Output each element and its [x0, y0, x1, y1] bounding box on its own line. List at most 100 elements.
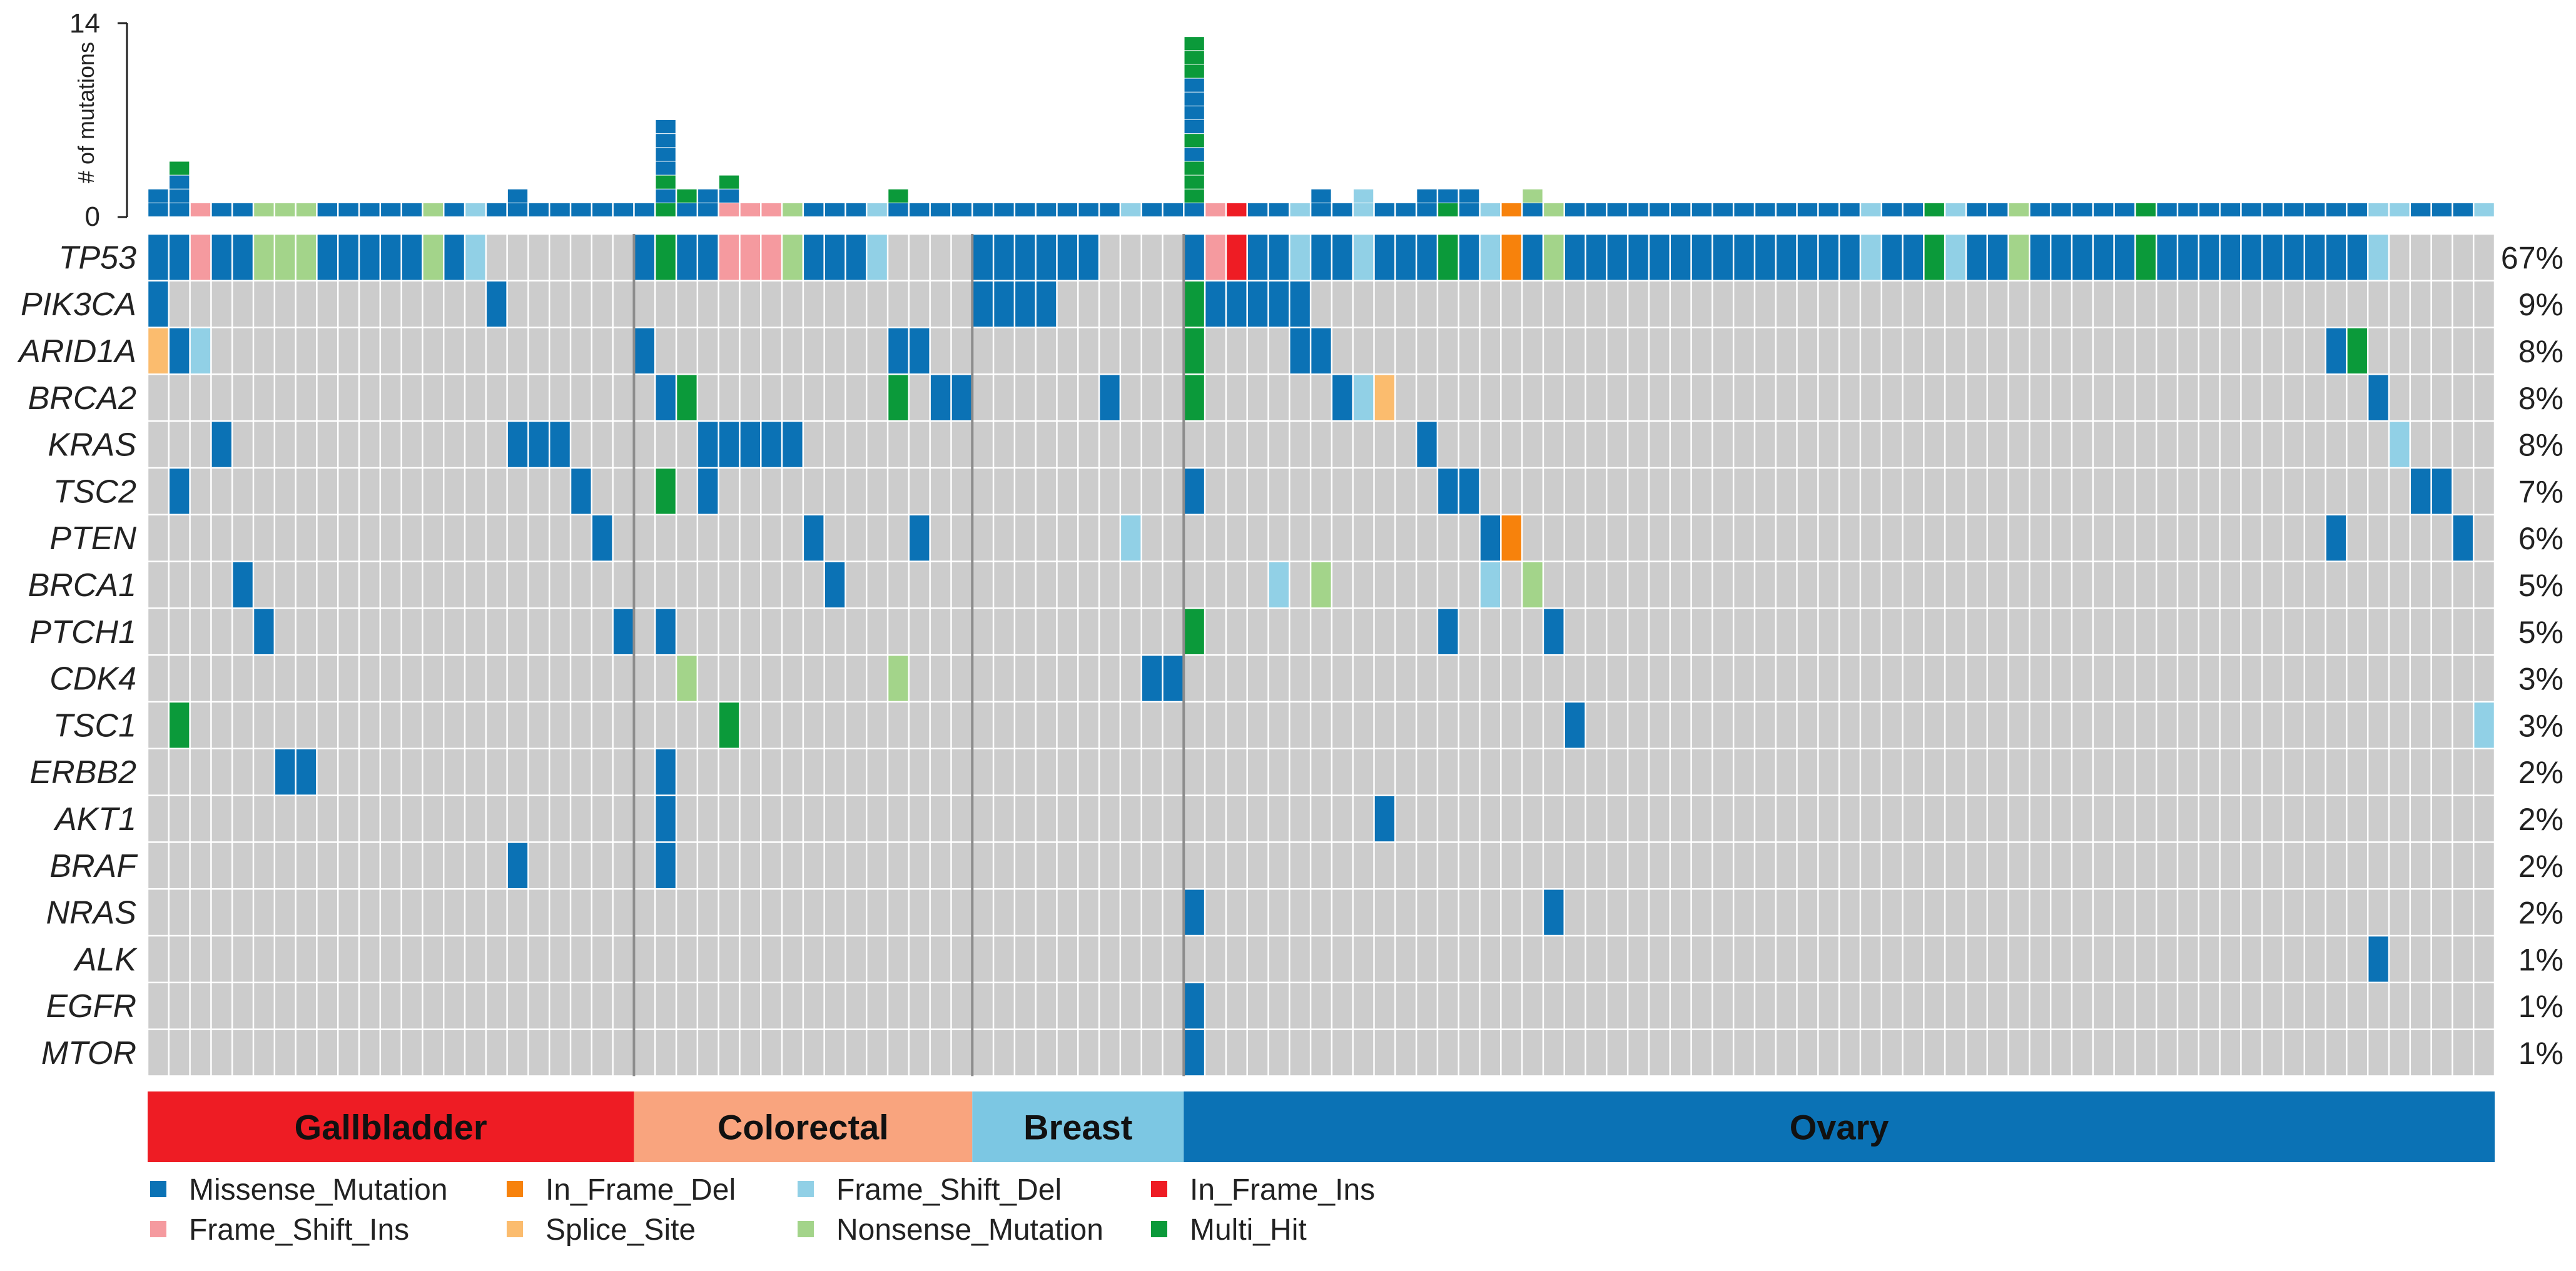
- empty-cell: [677, 936, 697, 982]
- empty-cell: [2220, 796, 2241, 842]
- mutation-cell-brca2: [951, 375, 972, 420]
- empty-cell: [550, 562, 570, 608]
- empty-cell: [423, 702, 443, 748]
- empty-cell: [951, 796, 972, 842]
- mutation-cell-arid1a: [1311, 328, 1331, 374]
- empty-cell: [1036, 1030, 1057, 1076]
- empty-cell: [824, 468, 845, 514]
- empty-cell: [2411, 796, 2431, 842]
- empty-cell: [1247, 936, 1268, 982]
- empty-cell: [1797, 936, 1818, 982]
- empty-cell: [2220, 375, 2241, 420]
- empty-cell: [2347, 375, 2367, 420]
- empty-cell: [1015, 702, 1035, 748]
- empty-cell: [994, 702, 1014, 748]
- empty-cell: [1924, 983, 1944, 1029]
- empty-cell: [1100, 656, 1120, 701]
- empty-cell: [804, 375, 824, 420]
- empty-cell: [2136, 281, 2156, 327]
- empty-cell: [571, 422, 591, 467]
- empty-cell: [571, 515, 591, 561]
- empty-cell: [1755, 702, 1775, 748]
- empty-cell: [190, 515, 211, 561]
- empty-cell: [1691, 468, 1712, 514]
- empty-cell: [783, 983, 803, 1029]
- empty-cell: [254, 468, 274, 514]
- empty-cell: [2178, 468, 2198, 514]
- empty-cell: [507, 1030, 528, 1076]
- tmb-axis-title: # of mutations: [73, 42, 99, 183]
- empty-cell: [1734, 656, 1754, 701]
- empty-cell: [2368, 609, 2388, 654]
- empty-cell: [867, 281, 887, 327]
- empty-cell: [170, 749, 190, 795]
- empty-cell: [1459, 328, 1479, 374]
- empty-cell: [677, 1030, 697, 1076]
- empty-cell: [1988, 702, 2008, 748]
- mutation-cell-ptch1: [254, 609, 274, 654]
- empty-cell: [740, 749, 760, 795]
- empty-cell: [1713, 749, 1733, 795]
- mutation-cell-tp53: [148, 235, 168, 280]
- empty-cell: [296, 468, 317, 514]
- empty-cell: [867, 656, 887, 701]
- empty-cell: [846, 796, 866, 842]
- empty-cell: [1691, 983, 1712, 1029]
- empty-cell: [1417, 889, 1437, 935]
- empty-cell: [1142, 515, 1162, 561]
- empty-cell: [1628, 702, 1648, 748]
- empty-cell: [951, 328, 972, 374]
- empty-cell: [1818, 422, 1838, 467]
- gene-pct-akt1: 2%: [2518, 802, 2563, 837]
- empty-cell: [233, 1030, 253, 1076]
- empty-cell: [1755, 1030, 1775, 1076]
- empty-cell: [2284, 749, 2304, 795]
- empty-cell: [1501, 936, 1521, 982]
- empty-cell: [1523, 843, 1543, 888]
- mutation-cell-tp53: [783, 235, 803, 280]
- empty-cell: [465, 281, 485, 327]
- empty-cell: [1903, 656, 1924, 701]
- empty-cell: [2390, 562, 2410, 608]
- empty-cell: [360, 889, 380, 935]
- empty-cell: [1650, 468, 1670, 514]
- empty-cell: [1290, 843, 1310, 888]
- empty-cell: [1945, 515, 1965, 561]
- empty-cell: [487, 468, 507, 514]
- mutation-cell-tsc1: [719, 702, 739, 748]
- empty-cell: [1480, 281, 1501, 327]
- empty-cell: [1628, 515, 1648, 561]
- empty-cell: [1797, 1030, 1818, 1076]
- empty-cell: [2178, 843, 2198, 888]
- empty-cell: [592, 936, 612, 982]
- empty-cell: [1438, 936, 1458, 982]
- cohort-block-gallbladder: [148, 1091, 634, 1162]
- empty-cell: [423, 422, 443, 467]
- tmb-bar-segment: [1184, 134, 1204, 148]
- gene-label-mtor: MTOR: [41, 1035, 136, 1071]
- empty-cell: [719, 796, 739, 842]
- empty-cell: [1818, 843, 1838, 888]
- empty-cell: [2157, 328, 2177, 374]
- empty-cell: [783, 281, 803, 327]
- empty-cell: [1691, 422, 1712, 467]
- empty-cell: [296, 1030, 317, 1076]
- empty-cell: [1311, 796, 1331, 842]
- empty-cell: [1121, 235, 1141, 280]
- empty-cell: [2136, 468, 2156, 514]
- empty-cell: [1417, 1030, 1437, 1076]
- empty-cell: [2136, 749, 2156, 795]
- empty-cell: [1840, 1030, 1860, 1076]
- empty-cell: [846, 843, 866, 888]
- empty-cell: [1142, 843, 1162, 888]
- gene-label-kras: KRAS: [48, 427, 136, 463]
- empty-cell: [233, 609, 253, 654]
- empty-cell: [1269, 749, 1289, 795]
- empty-cell: [1797, 515, 1818, 561]
- empty-cell: [1269, 422, 1289, 467]
- empty-cell: [1607, 328, 1627, 374]
- empty-cell: [1967, 702, 1987, 748]
- mutation-cell-tsc2: [2411, 468, 2431, 514]
- empty-cell: [1967, 328, 1987, 374]
- tmb-bar-segment: [1142, 203, 1162, 216]
